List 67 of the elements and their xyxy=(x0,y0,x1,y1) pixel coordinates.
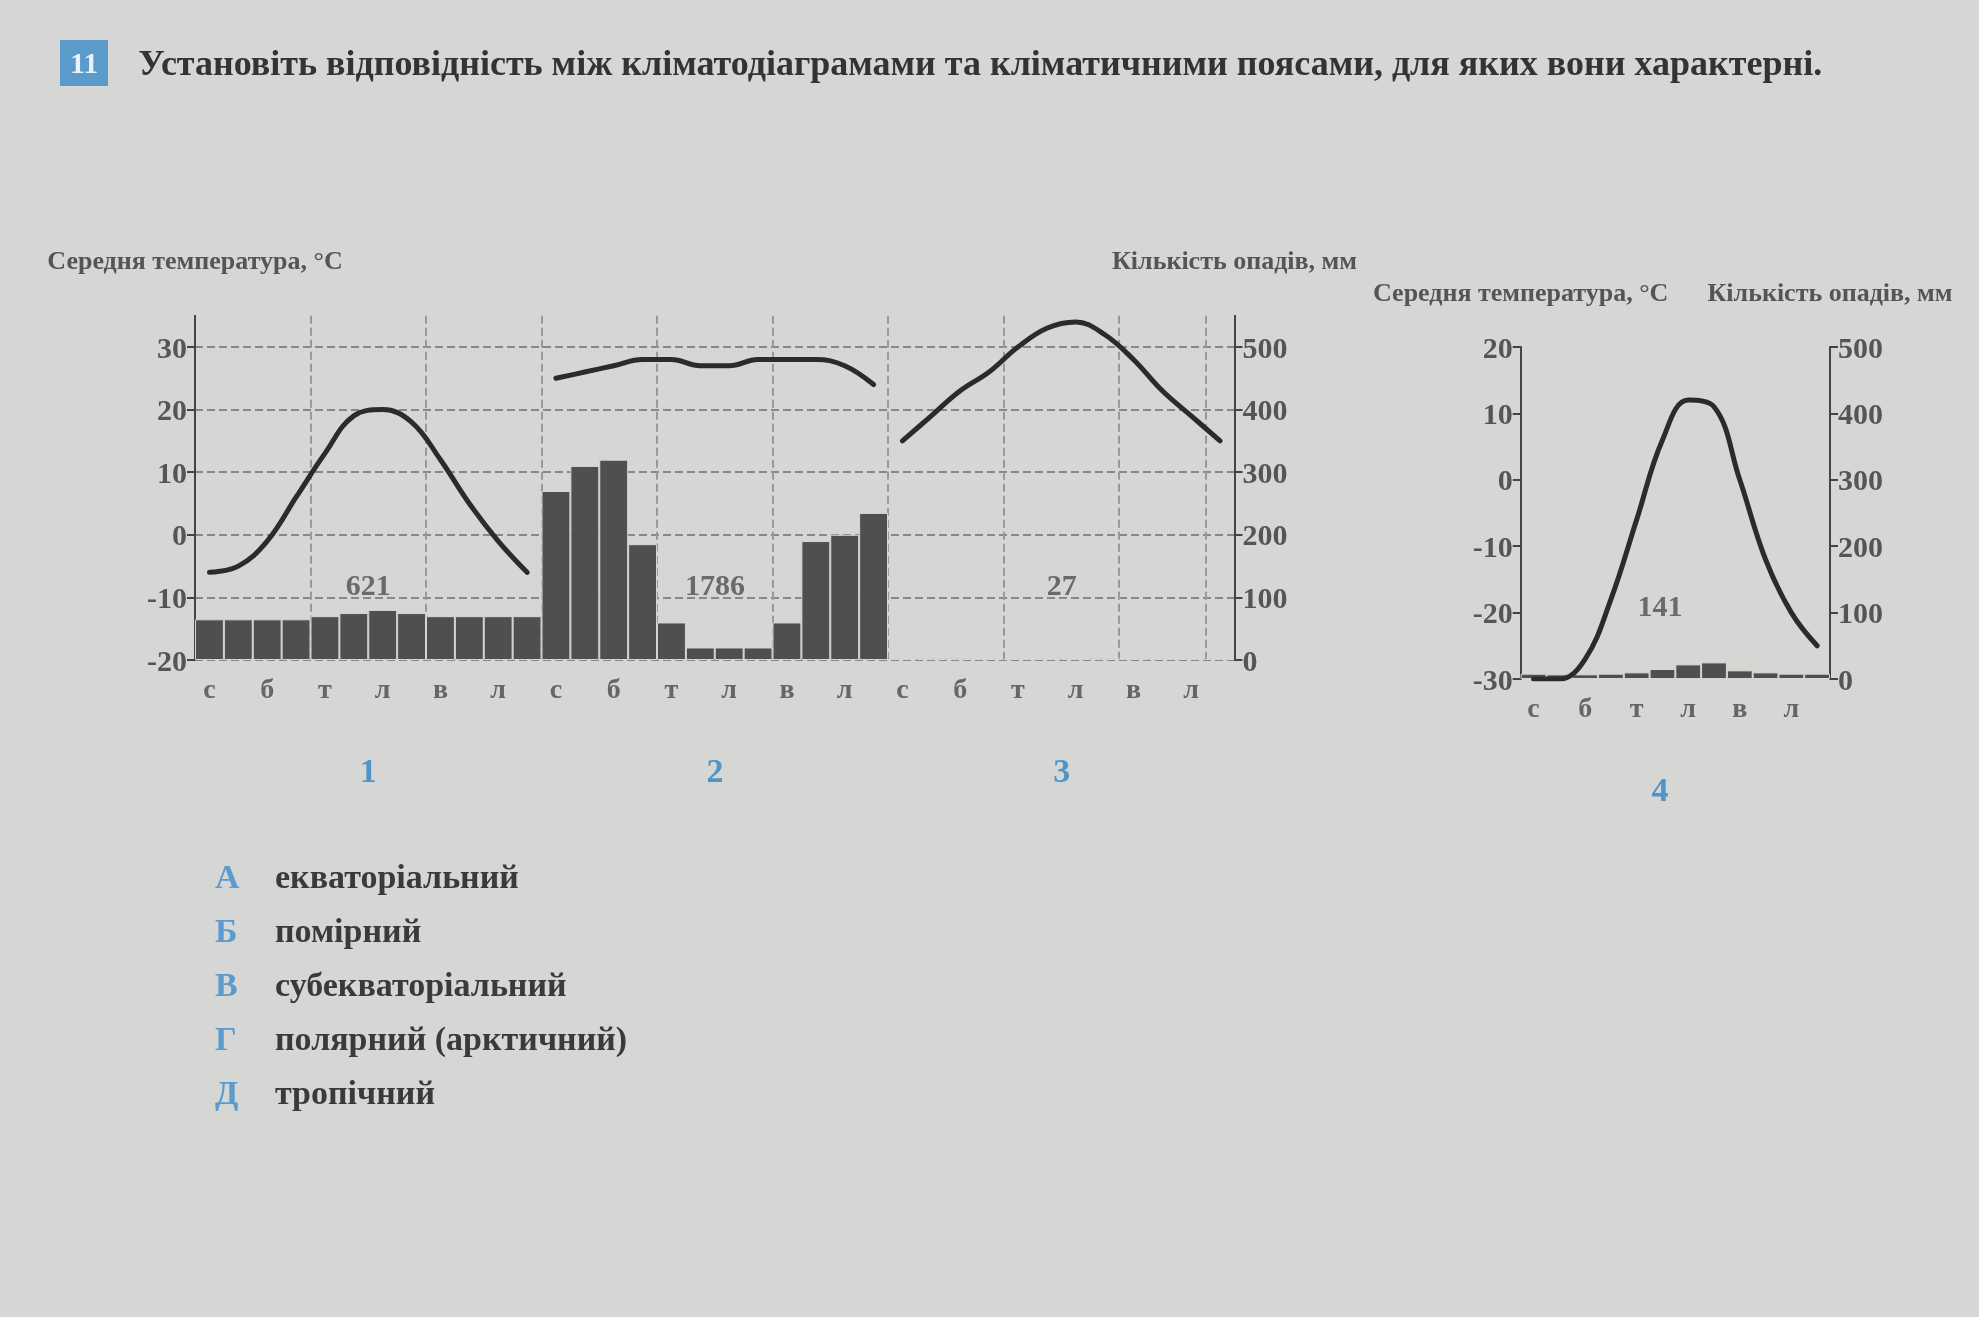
x-tick-label: т xyxy=(664,672,679,704)
text: 3 xyxy=(1053,751,1071,789)
annotation: 621 xyxy=(345,567,391,601)
text: А екваторіальний xyxy=(215,857,520,897)
y-tick-label: -10 xyxy=(147,580,187,614)
text: Установіть відповідність між кліматодіаграмами та кліматичними поясами, для яких вони характерні. xyxy=(138,43,1823,83)
x-tick-label: т xyxy=(318,672,333,704)
y2-axis-title: Кількість опадів, мм xyxy=(1112,246,1357,276)
x-tick-label: т xyxy=(1011,672,1026,704)
x-tick-label: в xyxy=(779,672,795,704)
text: 11 xyxy=(60,40,109,86)
x-tick-label: с xyxy=(203,672,216,704)
y2-tick-label: 300 xyxy=(1838,463,1883,497)
y2-tick-label: 0 xyxy=(1242,643,1258,677)
y-tick-label: -10 xyxy=(1472,529,1513,563)
y2-tick-label: 400 xyxy=(1838,396,1883,430)
y2-tick-label: 300 xyxy=(1242,455,1288,489)
x-tick-label: б xyxy=(953,672,968,704)
x-tick-label: л xyxy=(1680,691,1697,723)
y-axis-title: Середня температура, °С xyxy=(47,246,343,276)
text: 1 xyxy=(359,751,377,789)
x-tick-label: л xyxy=(1183,672,1200,704)
y2-tick-label: 500 xyxy=(1838,330,1883,364)
y-tick-label: 20 xyxy=(1482,330,1513,364)
x-tick-label: л xyxy=(1783,691,1800,723)
y2-tick-label: 100 xyxy=(1838,596,1883,630)
x-tick-label: л xyxy=(374,672,391,704)
y-tick-label: -20 xyxy=(147,643,187,677)
y-tick-label: 30 xyxy=(157,330,187,364)
x-tick-label: в xyxy=(432,672,448,704)
annotation: 27 xyxy=(1046,567,1077,601)
x-tick-label: л xyxy=(1067,672,1084,704)
text: В субекваторіальний xyxy=(215,965,568,1005)
y-tick-label: -20 xyxy=(1472,596,1513,630)
x-tick-label: л xyxy=(721,672,738,704)
x-tick-label: в xyxy=(1732,691,1748,723)
y2-tick-label: 200 xyxy=(1838,529,1883,563)
x-tick-label: с xyxy=(549,672,563,704)
y-axis-title: Середня температура, °С xyxy=(1373,277,1669,307)
x-tick-label: с xyxy=(1527,691,1540,723)
annotation: 141 xyxy=(1637,589,1683,623)
annotation: 1786 xyxy=(685,567,745,601)
y-tick-label: 0 xyxy=(172,518,187,552)
y-tick-label: 20 xyxy=(157,393,187,427)
text: 4 xyxy=(1651,770,1669,808)
y-tick-label: 0 xyxy=(1497,463,1513,497)
x-tick-label: б xyxy=(606,672,621,704)
x-tick-label: л xyxy=(836,672,853,704)
text: Г полярний (арктичний) xyxy=(215,1019,629,1059)
y2-axis-title: Кількість опадів, мм xyxy=(1707,277,1953,307)
y-tick-label: -30 xyxy=(1472,662,1513,696)
y2-tick-label: 200 xyxy=(1242,518,1288,552)
y2-tick-label: 500 xyxy=(1242,330,1288,364)
x-tick-label: т xyxy=(1629,691,1644,723)
y-tick-label: 10 xyxy=(157,455,187,489)
y2-tick-label: 400 xyxy=(1242,393,1288,427)
x-tick-label: в xyxy=(1125,672,1141,704)
text: Б помірний xyxy=(215,911,423,951)
y2-tick-label: 100 xyxy=(1242,580,1288,614)
text: Д тропічний xyxy=(215,1073,436,1113)
text: 2 xyxy=(706,751,724,789)
x-tick-label: б xyxy=(1578,691,1593,723)
y-tick-label: 10 xyxy=(1482,396,1513,430)
x-tick-label: л xyxy=(490,672,507,704)
x-tick-label: б xyxy=(260,672,275,704)
x-tick-label: с xyxy=(896,672,909,704)
y2-tick-label: 0 xyxy=(1838,662,1853,696)
